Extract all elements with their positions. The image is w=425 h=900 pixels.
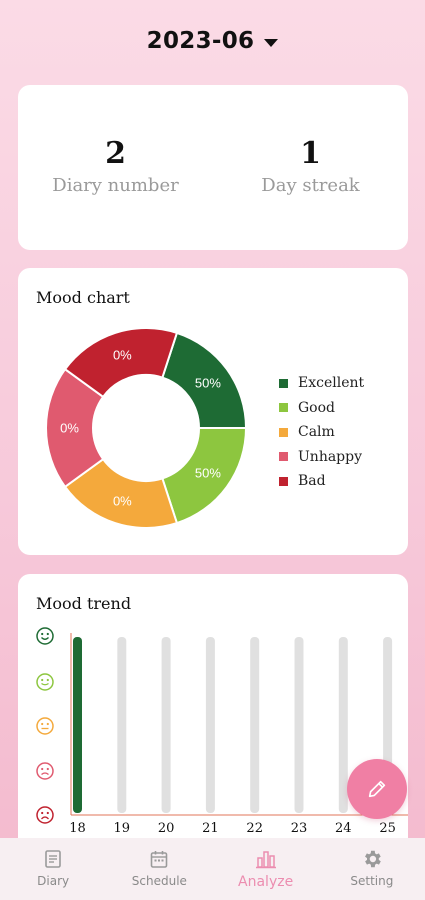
trend-bar-track bbox=[161, 637, 171, 813]
donut-slice-excellent bbox=[161, 331, 248, 429]
nav-item-schedule[interactable]: Schedule bbox=[106, 838, 212, 900]
legend-label: Unhappy bbox=[298, 448, 363, 465]
legend-label: Bad bbox=[298, 473, 326, 490]
trend-bar-track bbox=[338, 637, 348, 813]
legend-item-calm: Calm bbox=[279, 420, 364, 445]
donut-slice-label: 50% bbox=[195, 376, 221, 391]
mood-face-excellent-icon bbox=[36, 627, 54, 645]
mood-face-bad-icon bbox=[36, 806, 54, 824]
legend-label: Good bbox=[298, 399, 336, 416]
nav-label-schedule: Schedule bbox=[131, 874, 187, 888]
stats-card: 2 Diary number 1 Day streak bbox=[18, 85, 408, 250]
month-label: 2023-06 bbox=[146, 28, 255, 54]
mood-chart-legend: Excellent Good Calm Unhappy Bad bbox=[279, 371, 364, 494]
donut-slice-calm bbox=[63, 457, 179, 529]
x-tick-label: 20 bbox=[158, 821, 175, 836]
pencil-icon bbox=[368, 780, 386, 798]
x-tick-label: 22 bbox=[246, 821, 263, 836]
x-tick-label: 23 bbox=[291, 821, 308, 836]
mood-trend-chart: 18 19 20 21 22 23 24 25 bbox=[36, 627, 408, 836]
mood-trend-title: Mood trend bbox=[36, 594, 132, 613]
trend-bar-track bbox=[250, 637, 260, 813]
nav-item-diary[interactable]: Diary bbox=[0, 838, 106, 900]
mood-face-unhappy-icon bbox=[36, 762, 54, 780]
caret-down-icon bbox=[264, 38, 279, 47]
donut-slice-unhappy bbox=[46, 367, 105, 489]
day-streak-stat: 1 Day streak bbox=[213, 136, 408, 197]
legend-swatch bbox=[279, 452, 288, 462]
trend-bar-18 bbox=[73, 637, 82, 813]
gear-icon bbox=[361, 848, 383, 870]
diary-number-value: 2 bbox=[105, 136, 126, 171]
diary-icon bbox=[43, 848, 63, 870]
nav-item-analyze[interactable]: Analyze bbox=[213, 838, 319, 900]
bottom-nav: Diary Schedule Analyze bbox=[0, 838, 425, 900]
nav-label-analyze: Analyze bbox=[238, 874, 294, 890]
x-tick-label: 21 bbox=[202, 821, 219, 836]
nav-label-diary: Diary bbox=[37, 874, 70, 888]
write-diary-button[interactable] bbox=[347, 759, 407, 819]
donut-slice-bad bbox=[63, 328, 179, 399]
nav-label-setting: Setting bbox=[350, 874, 394, 888]
nav-item-setting[interactable]: Setting bbox=[319, 838, 425, 900]
diary-number-stat: 2 Diary number bbox=[18, 136, 213, 197]
x-tick-label: 19 bbox=[114, 821, 131, 836]
legend-swatch bbox=[279, 476, 288, 486]
calendar-icon bbox=[149, 848, 169, 870]
legend-item-unhappy: Unhappy bbox=[279, 445, 364, 470]
mood-trend-card: Mood trend 18 19 20 21 22 23 24 25 bbox=[18, 574, 408, 874]
day-streak-value: 1 bbox=[300, 136, 321, 171]
mood-chart-title: Mood chart bbox=[36, 288, 130, 307]
donut-slice-label: 50% bbox=[195, 465, 221, 480]
legend-item-bad: Bad bbox=[279, 469, 364, 494]
trend-bar-track bbox=[205, 637, 215, 813]
mood-chart-card: Mood chart 50% 50% 0% 0% 0% Excellent Good C… bbox=[18, 268, 408, 555]
legend-label: Excellent bbox=[298, 375, 365, 392]
trend-bar-track bbox=[294, 637, 304, 813]
donut-slice-label: 0% bbox=[113, 493, 132, 508]
day-streak-label: Day streak bbox=[261, 175, 360, 196]
x-tick-label: 25 bbox=[379, 821, 396, 836]
legend-item-excellent: Excellent bbox=[279, 371, 364, 396]
legend-label: Calm bbox=[298, 424, 335, 441]
legend-swatch bbox=[279, 403, 288, 413]
bar-chart-icon bbox=[255, 848, 277, 870]
legend-item-good: Good bbox=[279, 396, 364, 421]
legend-swatch bbox=[279, 378, 288, 388]
trend-bar-track bbox=[117, 637, 127, 813]
mood-donut-chart: 50% 50% 0% 0% 0% bbox=[46, 328, 248, 529]
x-tick-label: 18 bbox=[69, 821, 86, 836]
mood-face-good-icon bbox=[36, 673, 54, 691]
legend-swatch bbox=[279, 427, 288, 437]
donut-slice-good bbox=[161, 427, 248, 525]
donut-slice-label: 0% bbox=[113, 348, 132, 363]
diary-number-label: Diary number bbox=[52, 175, 179, 196]
x-tick-label: 24 bbox=[335, 821, 352, 836]
donut-slice-label: 0% bbox=[60, 421, 79, 436]
mood-face-calm-icon bbox=[36, 717, 54, 735]
month-selector[interactable]: 2023-06 bbox=[0, 24, 425, 58]
